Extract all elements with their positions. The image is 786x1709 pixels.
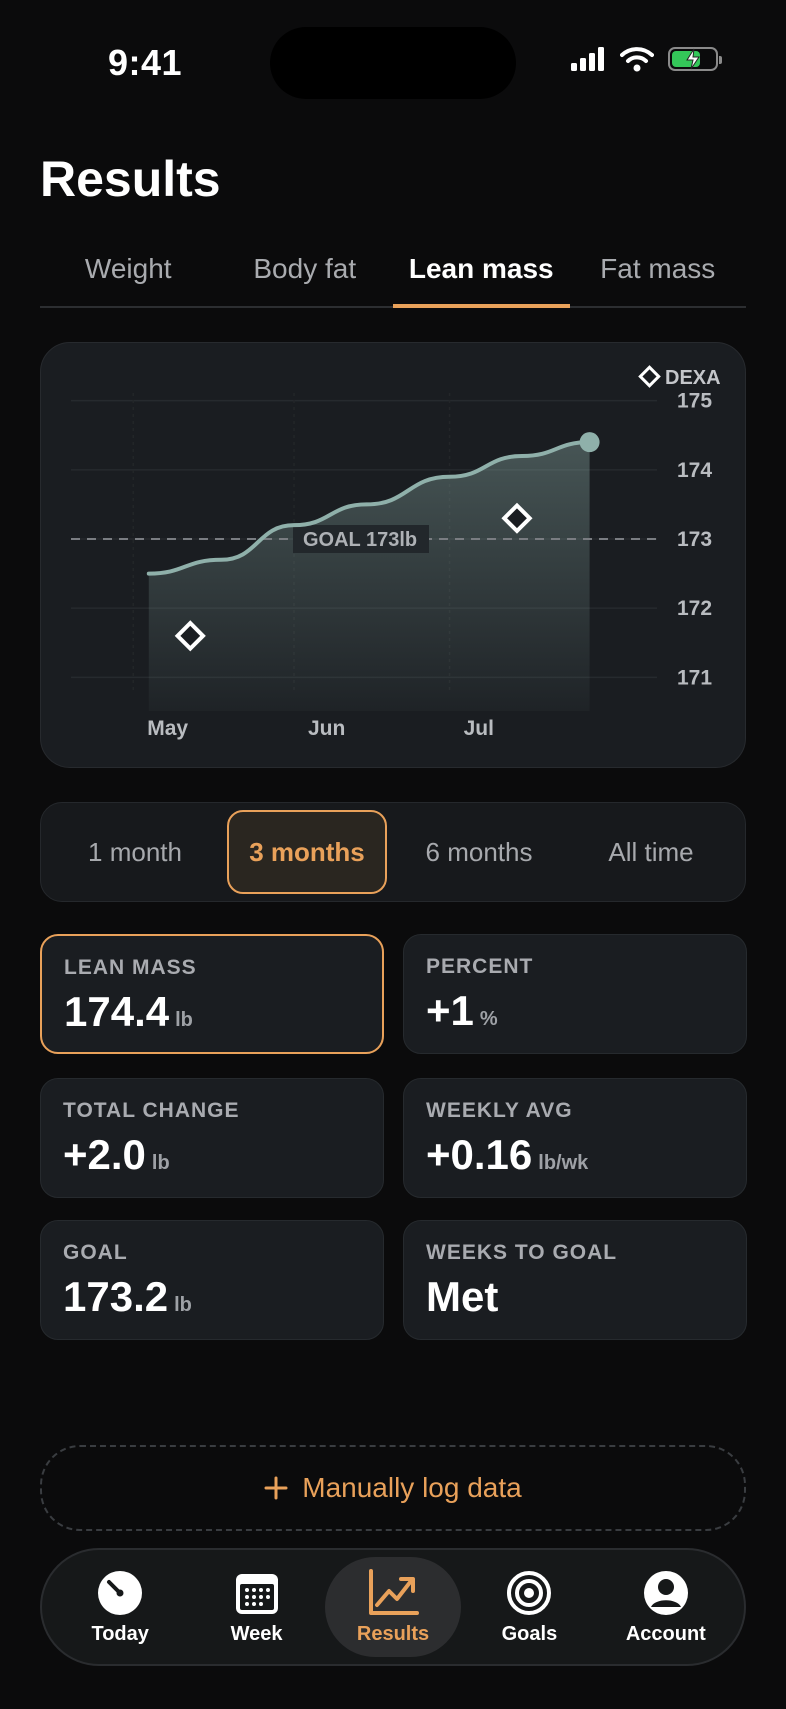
- stat-value: +0.16: [426, 1131, 533, 1178]
- stat-goal[interactable]: GOAL 173.2 lb: [40, 1220, 384, 1340]
- stat-lean-mass[interactable]: LEAN MASS 174.4 lb: [40, 934, 384, 1054]
- stat-unit: lb: [175, 1009, 193, 1031]
- stat-value: 174.4: [64, 988, 170, 1035]
- y-tick-label: 171: [677, 666, 712, 689]
- goal-label-bg: [293, 525, 429, 553]
- tab-weight[interactable]: Weight: [84, 253, 172, 284]
- stat-unit: %: [479, 1008, 498, 1030]
- range-1-month[interactable]: 1 month: [88, 836, 182, 867]
- status-icons: [570, 46, 722, 72]
- tab-fat-mass[interactable]: Fat mass: [600, 253, 716, 284]
- stat-value: +2.0: [63, 1131, 146, 1178]
- dexa-marker: [174, 620, 206, 652]
- battery-icon: [668, 47, 722, 71]
- goal-label: GOAL 173lb: [303, 529, 417, 551]
- stat-total-change[interactable]: TOTAL CHANGE +2.0 lb: [40, 1078, 384, 1198]
- nav-week[interactable]: Week: [188, 1557, 324, 1657]
- page-title: Results: [40, 151, 221, 207]
- chart-legend: DEXA: [638, 365, 721, 389]
- x-axis-labels: May Jun Jul: [147, 717, 494, 740]
- stat-label: PERCENT: [426, 955, 534, 978]
- gauge-icon: [98, 1570, 143, 1615]
- nav-label: Results: [356, 1622, 430, 1645]
- nav-label: Week: [230, 1622, 283, 1645]
- stat-value: Met: [426, 1273, 499, 1320]
- y-tick-label: 173: [677, 528, 712, 551]
- signal-icon: [571, 47, 604, 71]
- bottom-nav: Today Week Results Goals: [40, 1548, 746, 1666]
- time-range-selector: 1 month 3 months 6 months All time: [40, 802, 746, 902]
- nav-today[interactable]: Today: [52, 1557, 188, 1657]
- latest-point: [579, 432, 600, 453]
- nav-label: Goals: [501, 1622, 558, 1645]
- x-tick-label: Jul: [464, 717, 494, 740]
- status-time: 9:41: [108, 42, 183, 83]
- dexa-legend-icon: [638, 365, 661, 388]
- y-tick-label: 172: [677, 597, 712, 620]
- nav-results[interactable]: Results: [324, 1557, 462, 1657]
- stat-label: WEEKS TO GOAL: [426, 1241, 618, 1264]
- chart-series-line: [146, 440, 592, 576]
- y-tick-label: 174: [677, 459, 712, 482]
- nav-label: Account: [625, 1622, 706, 1645]
- range-6-months[interactable]: 6 months: [425, 836, 533, 867]
- stat-value: 173.2: [63, 1273, 169, 1320]
- legend-label: DEXA: [665, 367, 721, 389]
- range-all-time[interactable]: All time: [608, 836, 694, 867]
- lean-mass-chart: GOAL 173lb 175 174 173 172 171 May Jun Jul DEX…: [40, 342, 746, 768]
- stat-weeks-to-goal[interactable]: WEEKS TO GOAL Met: [403, 1220, 747, 1340]
- chart-area-fill: [148, 442, 590, 711]
- range-3-months[interactable]: 3 months: [227, 810, 387, 894]
- stat-percent[interactable]: PERCENT +1%: [403, 934, 747, 1054]
- wifi-icon: [620, 47, 654, 72]
- x-tick-label: May: [147, 717, 188, 740]
- stat-label: TOTAL CHANGE: [63, 1099, 240, 1122]
- stat-weekly-avg[interactable]: WEEKLY AVG +0.16 lb/wk: [403, 1078, 747, 1198]
- stat-unit: lb/wk: [538, 1152, 589, 1174]
- tab-body-fat[interactable]: Body fat: [253, 253, 357, 284]
- person-icon: [643, 1570, 688, 1615]
- chart-trend-icon: [369, 1568, 420, 1615]
- stat-label: LEAN MASS: [64, 956, 197, 979]
- plus-icon: [264, 1476, 288, 1500]
- tab-lean-mass[interactable]: Lean mass: [393, 240, 570, 308]
- x-tick-label: Jun: [308, 717, 345, 740]
- stat-unit: lb: [151, 1152, 170, 1174]
- y-axis-labels: 175 174 173 172 171: [677, 390, 712, 690]
- nav-account[interactable]: Account: [598, 1557, 734, 1657]
- y-tick-label: 175: [677, 390, 712, 413]
- stat-value: +1: [426, 987, 474, 1034]
- dexa-marker: [501, 502, 533, 534]
- nav-goals[interactable]: Goals: [461, 1557, 597, 1657]
- calendar-icon: [235, 1573, 278, 1614]
- metric-tabs: Weight Body fat Lean mass Fat mass: [40, 240, 746, 308]
- dynamic-island: [270, 27, 516, 99]
- dexa-markers: [174, 502, 533, 652]
- stat-unit: lb: [174, 1294, 192, 1316]
- stat-label: WEEKLY AVG: [426, 1099, 573, 1122]
- manual-log-button[interactable]: Manually log data: [40, 1445, 746, 1531]
- target-icon: [507, 1570, 552, 1615]
- manual-log-label: Manually log data: [302, 1472, 522, 1503]
- stat-label: GOAL: [63, 1241, 128, 1264]
- nav-label: Today: [91, 1622, 149, 1645]
